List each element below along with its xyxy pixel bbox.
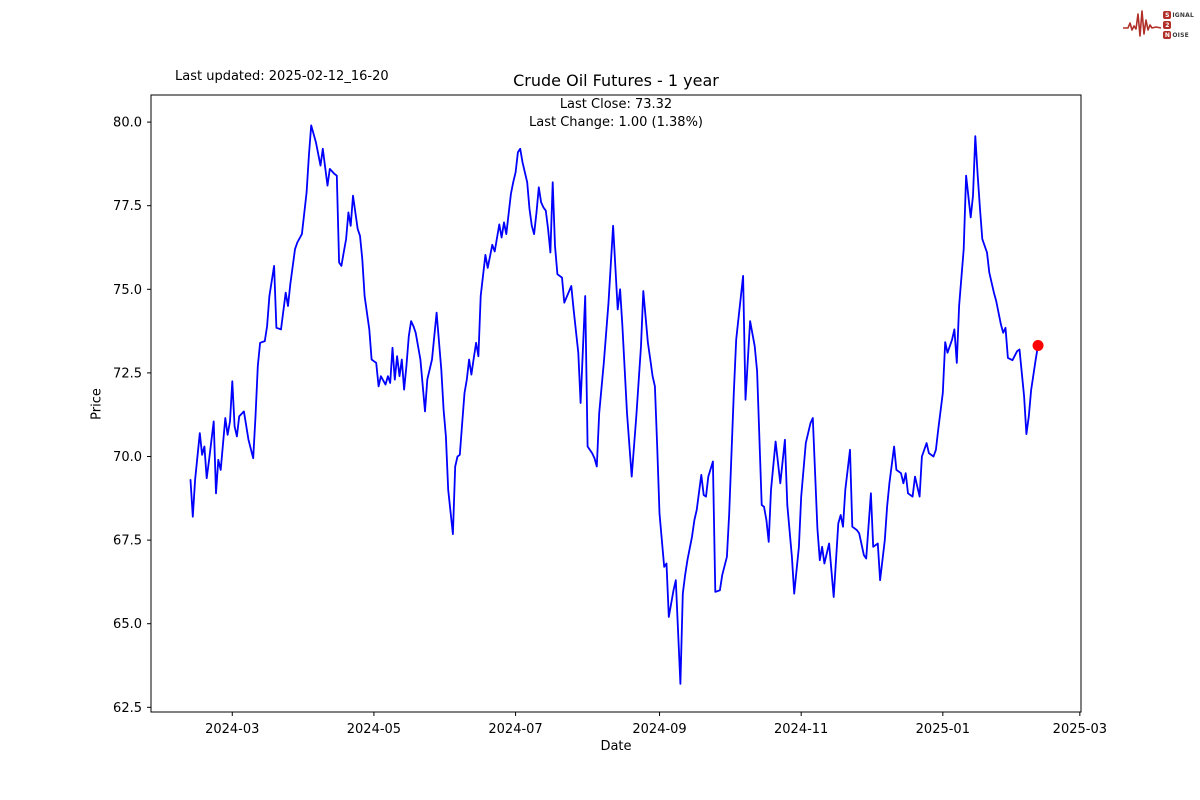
x-tick-label: 2024-07 <box>488 722 542 737</box>
x-tick-label: 2024-11 <box>774 722 828 737</box>
logo-noise-rest: OISE <box>1172 31 1189 39</box>
last-change-line: Last Change: 1.00 (1.38%) <box>528 115 703 130</box>
y-tick-label: 70.0 <box>113 450 142 465</box>
last-close-marker <box>1032 339 1044 351</box>
logo-badge-n: N <box>1163 31 1172 39</box>
y-tick-label: 62.5 <box>113 701 142 716</box>
x-tick-label: 2024-03 <box>205 722 259 737</box>
last-close-line: Last Close: 73.32 <box>559 97 673 112</box>
x-tick-label: 2024-05 <box>347 722 401 737</box>
y-tick-label: 72.5 <box>113 366 142 381</box>
signal2noise-logo: S IGNAL 2 N OISE <box>1122 8 1194 42</box>
y-tick-label: 80.0 <box>113 116 142 131</box>
x-tick-label: 2024-09 <box>632 722 686 737</box>
logo-text: S IGNAL 2 N OISE <box>1163 11 1194 40</box>
waveform-icon <box>1123 10 1162 37</box>
y-tick-label: 65.0 <box>113 617 142 632</box>
y-tick-label: 67.5 <box>113 534 142 549</box>
x-tick-label: 2025-01 <box>916 722 970 737</box>
y-tick-label: 75.0 <box>113 283 142 298</box>
logo-signal-rest: IGNAL <box>1172 11 1194 19</box>
chart-title: Crude Oil Futures - 1 year <box>513 71 719 90</box>
logo-row-noise: N OISE <box>1163 31 1194 40</box>
x-axis-label: Date <box>600 739 632 754</box>
logo-badge-s: S <box>1163 11 1172 19</box>
x-tick-label: 2025-03 <box>1053 722 1107 737</box>
y-tick-label: 77.5 <box>113 199 142 214</box>
logo-row-signal: S IGNAL <box>1163 11 1194 20</box>
last-close-annotation: Last Close: 73.32 Last Change: 1.00 (1.3… <box>151 96 1081 132</box>
plot-border <box>150 94 1082 713</box>
last-updated-label: Last updated: 2025-02-12_16-20 <box>175 69 389 84</box>
logo-row-2: 2 <box>1163 21 1194 30</box>
price-line <box>189 124 1039 685</box>
logo-badge-2: 2 <box>1163 21 1172 29</box>
